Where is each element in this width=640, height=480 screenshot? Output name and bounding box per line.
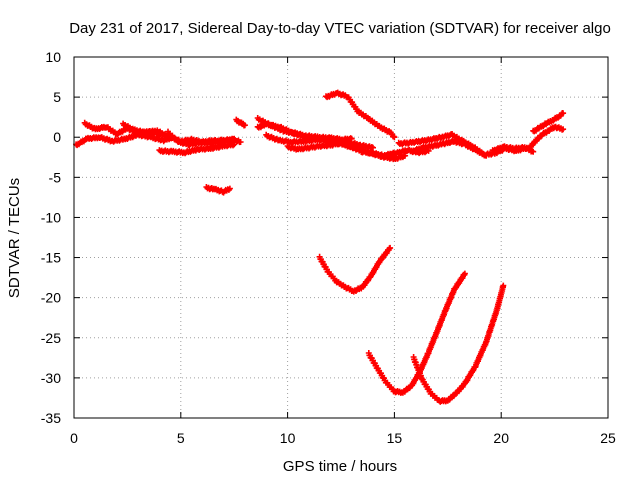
series-arc-12 [323, 89, 398, 141]
data-point-markers [120, 120, 169, 139]
data-point-markers [365, 270, 468, 396]
data-point-markers [323, 89, 398, 141]
x-tick-label: 25 [600, 430, 616, 446]
chart-title: Day 231 of 2017, Sidereal Day-to-day VTE… [69, 20, 611, 37]
series-arc-17 [526, 123, 567, 152]
data-point-markers [410, 282, 507, 405]
series-arc-6 [203, 184, 233, 196]
series-arc-18 [530, 110, 567, 135]
series-arc-5 [156, 141, 238, 157]
y-tick-label: 10 [45, 49, 61, 65]
y-axis-label: SDTVAR / TECUs [6, 178, 23, 298]
x-tick-label: 10 [280, 430, 296, 446]
y-tick-label: -15 [41, 250, 61, 266]
data-point-markers [233, 116, 248, 129]
data-point-markers [156, 141, 238, 157]
x-tick-label: 0 [70, 430, 78, 446]
series-arc-21 [410, 282, 507, 405]
y-tick-label: -10 [41, 209, 61, 225]
data-point-markers [165, 128, 244, 149]
series-arc-19 [316, 244, 394, 295]
grid-lines [74, 57, 608, 418]
series-arc-4 [165, 128, 244, 149]
x-tick-label: 20 [493, 430, 509, 446]
x-tick-label: 15 [387, 430, 403, 446]
y-tick-label: -25 [41, 330, 61, 346]
axis-ticks: 0 5 10 15 20 25 10 5 0 -5 -10 -15 -20 -25 -30 -35 [41, 49, 616, 446]
series-arc-7 [233, 116, 248, 129]
y-tick-label: 0 [53, 129, 61, 145]
x-tick-label: 5 [177, 430, 185, 446]
data-point-markers [526, 123, 567, 152]
series-arc-20 [365, 270, 468, 396]
series-arc-3 [120, 120, 169, 139]
y-tick-label: 5 [53, 89, 61, 105]
data-point-markers [203, 184, 233, 196]
plot-frame [73, 56, 609, 419]
data-point-markers [530, 110, 567, 135]
y-tick-label: -30 [41, 370, 61, 386]
y-tick-label: -20 [41, 290, 61, 306]
series-arc-15 [408, 137, 490, 159]
data-point-markers [408, 137, 490, 159]
y-tick-label: -5 [49, 169, 62, 185]
y-tick-label: -35 [41, 410, 61, 426]
data-point-markers [316, 244, 394, 295]
data-points [73, 89, 567, 405]
x-axis-label: GPS time / hours [283, 458, 397, 475]
